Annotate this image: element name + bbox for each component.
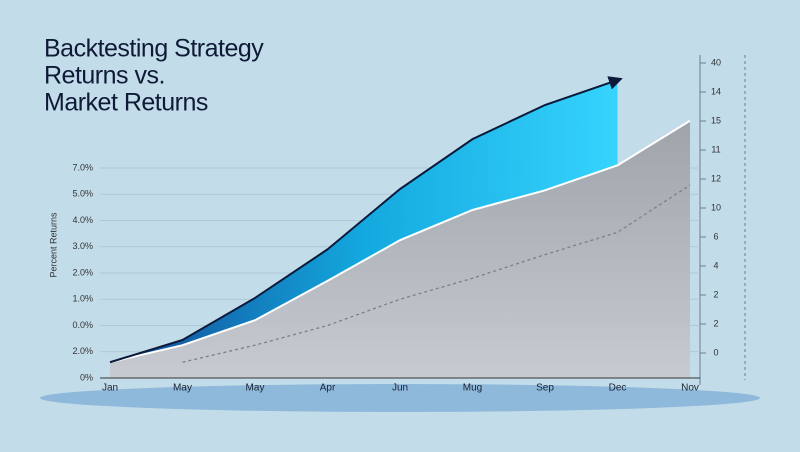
y-tick-label: 7.0% [72, 162, 93, 172]
strategy-line [109, 76, 623, 364]
y-tick-label: 0% [80, 372, 93, 382]
x-tick-label: Nov [681, 383, 699, 394]
benchmark-line [182, 184, 691, 363]
x-tick-label: May [173, 383, 192, 394]
x-tick-label: Sep [536, 383, 554, 394]
y-axis-label: Percent Returns [48, 212, 58, 278]
base-shadow [40, 384, 760, 412]
y-tick-label: 1.0% [72, 294, 93, 304]
title-line: Market Returns [44, 89, 208, 117]
y-tick-label: 4.0% [72, 215, 93, 225]
title-line: Returns vs. [44, 62, 165, 90]
right-tick-label: 2 [713, 289, 718, 299]
y-tick-label: 3.0% [72, 241, 93, 251]
market-area [110, 120, 690, 378]
x-tick-label: Jun [392, 383, 408, 394]
y-tick-label: 2.0% [72, 267, 93, 277]
x-tick-label: May [246, 383, 265, 394]
right-tick-label: 12 [711, 173, 721, 183]
right-tick-label: 4 [713, 260, 718, 270]
right-tick-label: 6 [713, 231, 718, 241]
x-tick-label: Dec [609, 383, 627, 394]
market-line [109, 119, 691, 364]
y-tick-label: 5.0% [72, 189, 93, 199]
y-tick-label: 0.0% [72, 320, 93, 330]
right-tick-label: 0 [713, 347, 718, 357]
right-tick-label: 2 [713, 318, 718, 328]
right-tick-label: 14 [711, 86, 721, 96]
y-tick-label: 2.0% [72, 346, 93, 356]
right-tick-label: 11 [711, 144, 720, 154]
outperformance-band [110, 80, 618, 363]
x-tick-label: Mug [463, 383, 482, 394]
right-tick-label: 15 [711, 115, 721, 125]
x-tick-label: Apr [320, 383, 336, 394]
title-line: Backtesting Strategy [44, 35, 264, 63]
right-tick-label: 40 [711, 57, 721, 67]
x-tick-label: Jan [102, 383, 118, 394]
right-tick-label: 10 [711, 202, 721, 212]
